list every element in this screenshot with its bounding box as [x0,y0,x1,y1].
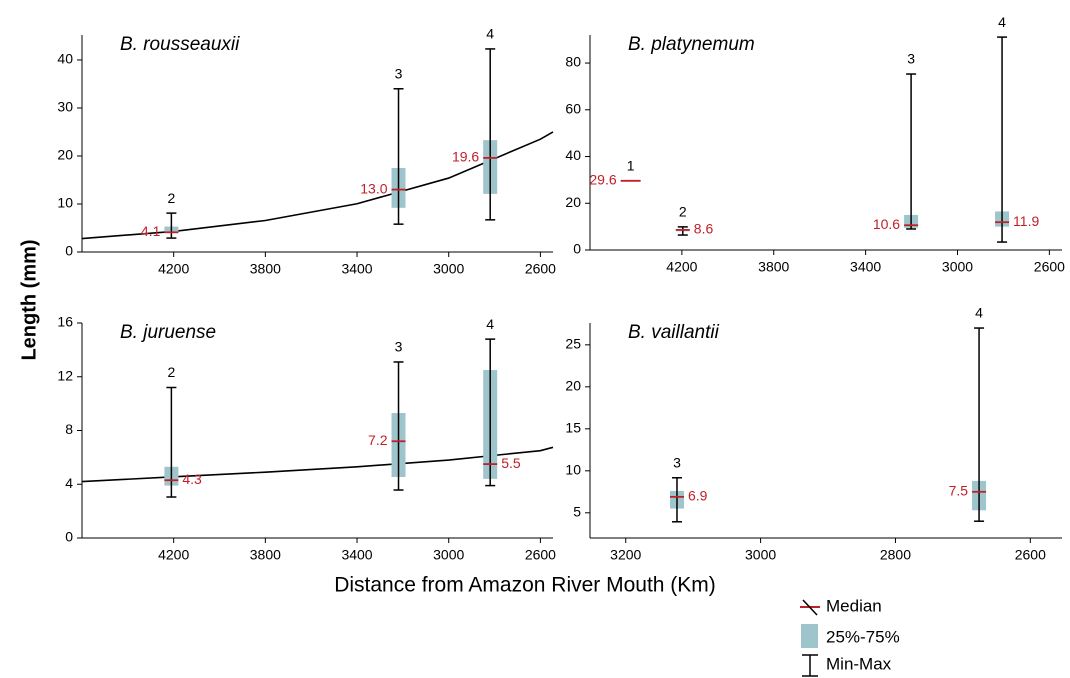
site-label: 2 [679,204,687,220]
panel-title: B. rousseauxii [120,34,240,55]
panel-title: B. platynemum [628,34,755,55]
y-tick-label: 0 [65,243,73,259]
x-tick-label: 2600 [525,547,556,563]
site-label: 3 [395,339,403,355]
site-label: 4 [486,26,494,42]
x-axis-title: Distance from Amazon River Mouth (Km) [334,574,716,597]
x-tick-label: 3000 [942,259,973,275]
y-tick-label: 0 [65,529,73,545]
panel-title: B. juruense [120,322,216,343]
y-tick-label: 0 [573,241,581,257]
median-label: 4.3 [182,471,202,487]
site-label: 3 [395,65,403,81]
median-label: 7.5 [949,483,969,499]
panel-title: B. vaillantii [628,322,720,343]
x-tick-label: 3200 [610,547,641,563]
legend-median-symbol [802,599,818,616]
x-tick-label: 3800 [250,261,281,277]
site-label: 4 [975,305,983,321]
legend-label: Min-Max [826,654,892,673]
y-tick-label: 40 [57,51,73,67]
y-tick-label: 8 [65,421,73,437]
y-tick-label: 4 [65,475,73,491]
median-label: 6.9 [688,488,708,504]
y-axis-title: Length (mm) [18,239,40,360]
legend-range-symbol [802,654,818,677]
median-label: 11.9 [1013,213,1039,229]
legend-box-symbol [801,624,818,648]
median-label: 13.0 [360,180,387,196]
x-tick-label: 2600 [1034,259,1065,275]
x-tick-label: 2600 [525,261,556,277]
y-tick-label: 20 [57,147,73,163]
y-tick-label: 25 [565,336,581,352]
y-tick-label: 10 [57,195,73,211]
x-tick-label: 4200 [158,547,189,563]
x-tick-label: 3400 [850,259,881,275]
site-label: 4 [486,316,494,332]
median-label: 10.6 [873,216,900,232]
median-label: 5.5 [501,455,521,471]
x-tick-label: 3800 [758,259,789,275]
y-tick-label: 20 [565,194,581,210]
x-tick-label: 3400 [341,547,372,563]
y-tick-label: 30 [57,99,73,115]
site-label: 2 [167,364,175,380]
site-label: 3 [907,51,915,67]
x-tick-label: 2800 [880,547,911,563]
x-tick-label: 4200 [666,259,697,275]
x-tick-label: 3400 [341,261,372,277]
legend: Median 25%-75% Min-Max [800,596,900,677]
x-tick-label: 2600 [1015,547,1046,563]
median-label: 29.6 [589,172,616,188]
median-label: 8.6 [694,221,714,237]
y-tick-label: 80 [565,54,581,70]
fit-curve [81,446,554,483]
legend-label: 25%-75% [826,627,900,646]
site-label: 4 [998,14,1006,30]
x-tick-label: 3000 [745,547,776,563]
median-label: 4.1 [141,223,161,239]
site-label: 1 [627,158,635,174]
y-tick-label: 40 [565,147,581,163]
x-tick-label: 3800 [250,547,281,563]
legend-label: Median [826,596,882,615]
y-tick-label: 12 [57,367,73,383]
site-label: 2 [167,190,175,206]
y-tick-label: 10 [565,462,581,478]
y-tick-label: 20 [565,378,581,394]
x-tick-label: 3000 [433,261,464,277]
y-tick-label: 16 [57,314,73,330]
site-label: 3 [673,454,681,470]
x-tick-label: 3000 [433,547,464,563]
y-tick-label: 5 [573,504,581,520]
median-label: 19.6 [452,149,479,165]
y-tick-label: 60 [565,100,581,116]
median-label: 7.2 [368,432,388,448]
y-tick-label: 15 [565,420,581,436]
x-tick-label: 4200 [158,261,189,277]
